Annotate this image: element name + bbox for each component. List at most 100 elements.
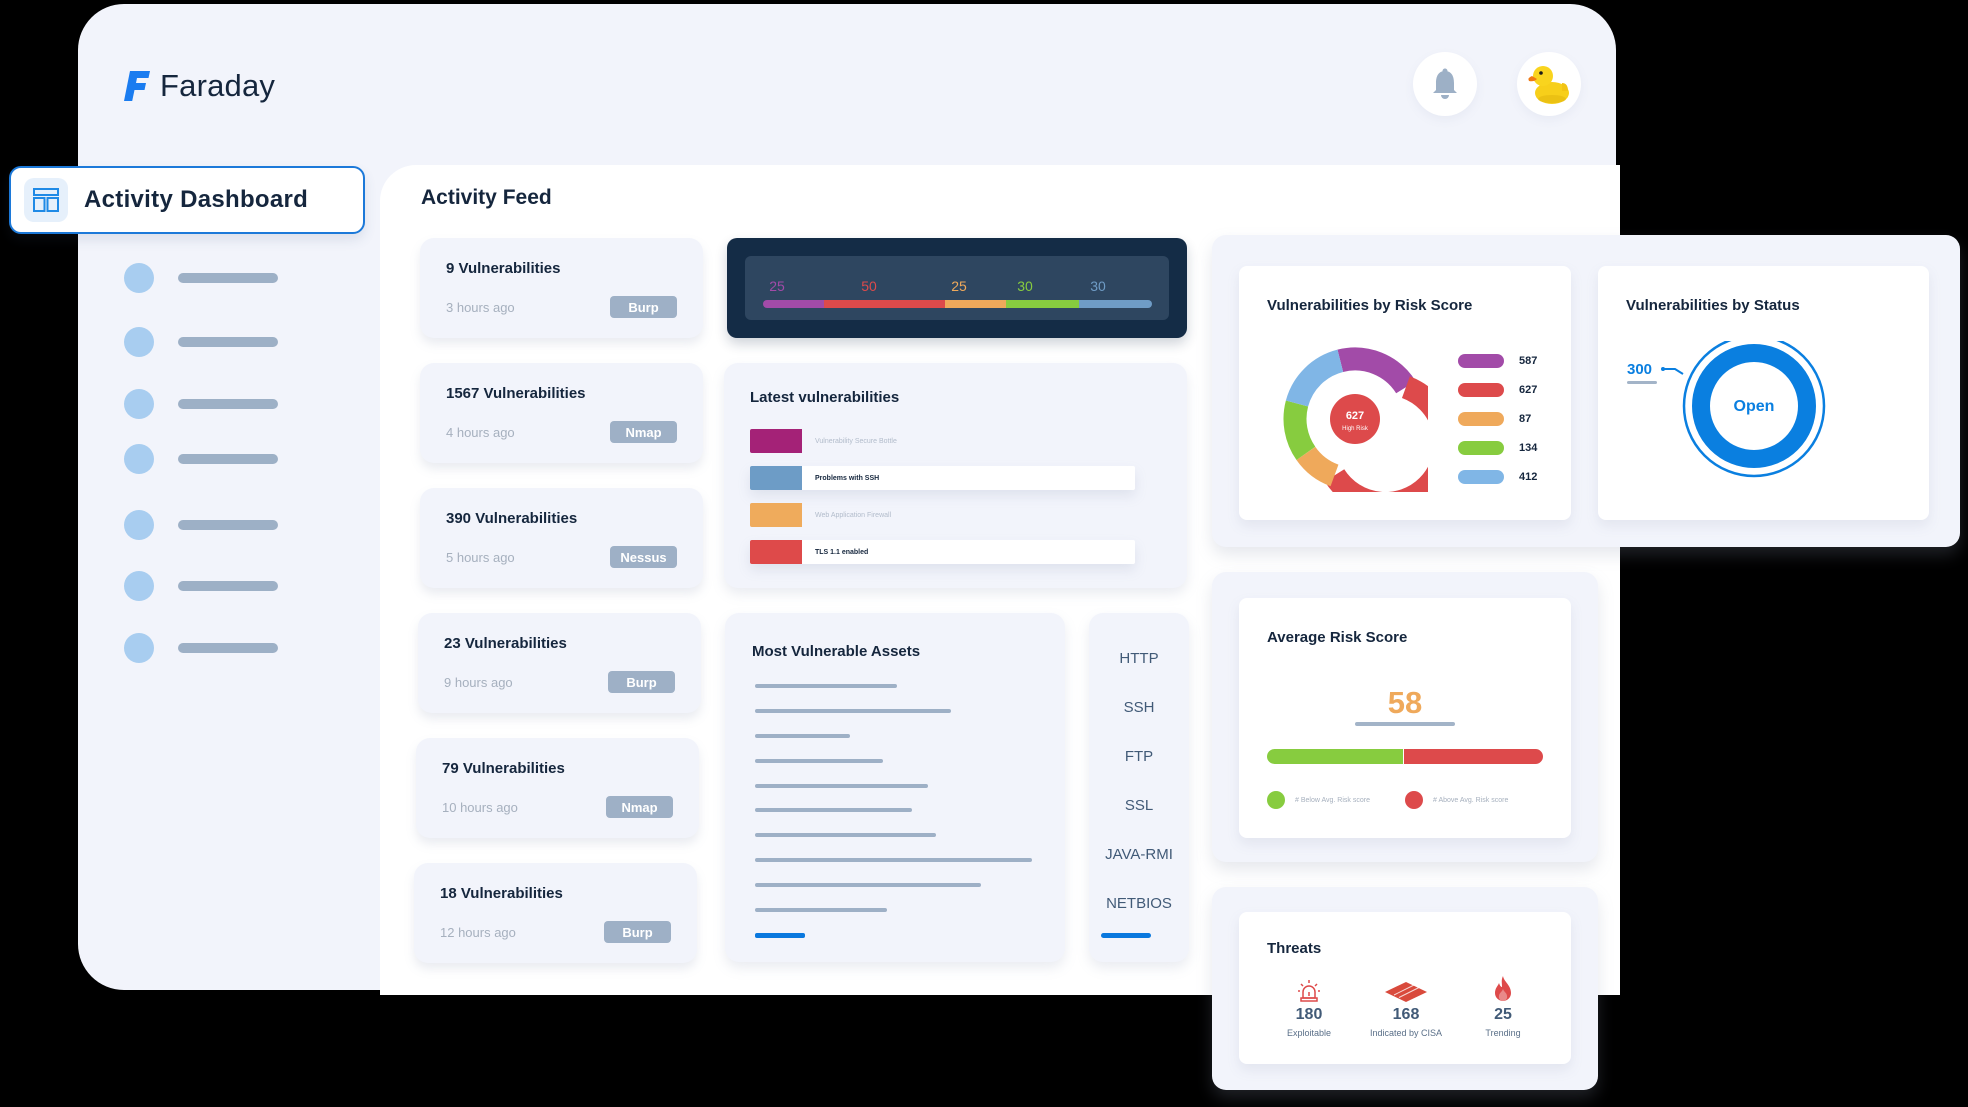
feed-card-time: 5 hours ago: [446, 550, 515, 565]
sidebar-item-icon: [124, 633, 154, 663]
feed-card-time: 9 hours ago: [444, 675, 513, 690]
donut-center-label: High Risk: [1342, 426, 1369, 432]
legend-label: # Below Avg. Risk score: [1295, 796, 1370, 804]
sidebar-item-label-placeholder: [178, 643, 278, 653]
faraday-logo[interactable]: Faraday: [124, 68, 275, 104]
asset-bar[interactable]: [755, 734, 850, 738]
user-avatar-button[interactable]: [1517, 52, 1581, 116]
status-donut-chart[interactable]: 300 Open: [1624, 341, 1874, 491]
feed-card[interactable]: 23 Vulnerabilities 9 hours ago Burp: [418, 613, 701, 713]
asset-bar[interactable]: [755, 883, 981, 887]
feed-card[interactable]: 390 Vulnerabilities 5 hours ago Nessus: [420, 488, 703, 588]
notifications-button[interactable]: [1413, 52, 1477, 116]
asset-bar[interactable]: [755, 833, 936, 837]
feed-card-time: 10 hours ago: [442, 800, 518, 815]
asset-bar[interactable]: [755, 784, 928, 788]
feed-card-title: 18 Vulnerabilities: [440, 885, 563, 902]
legend-below: # Below Avg. Risk score: [1267, 791, 1370, 809]
legend-swatch: [1458, 412, 1504, 426]
severity-swatch: [750, 540, 802, 564]
feed-card[interactable]: 1567 Vulnerabilities 4 hours ago Nmap: [420, 363, 703, 463]
segment-orange: [945, 300, 1006, 308]
card-title: Vulnerabilities by Risk Score: [1267, 297, 1473, 314]
legend-swatch: [1458, 354, 1504, 368]
asset-bar[interactable]: [755, 709, 951, 713]
vulnerability-row[interactable]: Web Application Firewall: [750, 503, 1135, 527]
legend-item: 627: [1458, 383, 1537, 397]
vulnerability-row[interactable]: Vulnerability Secure Bottle: [750, 429, 1135, 453]
scroll-indicator: [1101, 933, 1151, 938]
feed-card-time: 12 hours ago: [440, 925, 516, 940]
segment-label: 50: [861, 278, 877, 294]
threat-exploitable[interactable]: 180 Exploitable: [1254, 976, 1364, 1038]
threat-trending[interactable]: 25 Trending: [1448, 976, 1558, 1038]
tool-badge: Burp: [610, 296, 677, 318]
segment-label: 30: [1090, 278, 1106, 294]
protocol-item[interactable]: JAVA-RMI: [1105, 846, 1173, 863]
sidebar-item-label-placeholder: [178, 520, 278, 530]
tool-badge: Nmap: [606, 796, 673, 818]
severity-distribution-panel: 25 50 25 30 30: [727, 238, 1187, 338]
segment-purple: [763, 300, 824, 308]
feed-card-title: 390 Vulnerabilities: [446, 510, 578, 527]
threat-cisa[interactable]: 168 Indicated by CISA: [1351, 976, 1461, 1038]
sidebar-item[interactable]: [124, 571, 278, 601]
legend-value: 412: [1519, 471, 1538, 483]
sidebar-item-activity-dashboard[interactable]: Activity Dashboard: [9, 166, 365, 234]
asset-bar[interactable]: [755, 759, 883, 763]
asset-bar[interactable]: [755, 908, 887, 912]
feed-card[interactable]: 79 Vulnerabilities 10 hours ago Nmap: [416, 738, 699, 838]
sidebar-item[interactable]: [124, 327, 278, 357]
tool-badge: Burp: [608, 671, 675, 693]
feed-card-title: 23 Vulnerabilities: [444, 635, 567, 652]
risk-status-widgets: Vulnerabilities by Risk Score 627 High R…: [1212, 235, 1960, 547]
sidebar-item[interactable]: [124, 389, 278, 419]
threat-value: 25: [1494, 1006, 1512, 1023]
legend-item: 587: [1458, 354, 1537, 368]
legend-item: 87: [1458, 412, 1531, 426]
faraday-f-icon: [124, 71, 150, 101]
severity-swatch: [750, 466, 802, 490]
average-risk-card: Average Risk Score 58 # Below Avg. Risk …: [1239, 598, 1571, 838]
card-title: Average Risk Score: [1267, 629, 1408, 646]
protocol-item[interactable]: HTTP: [1119, 650, 1159, 667]
feed-card[interactable]: 18 Vulnerabilities 12 hours ago Burp: [414, 863, 697, 963]
latest-vulnerabilities-panel: Latest vulnerabilities Vulnerability Sec…: [724, 363, 1187, 588]
protocol-item[interactable]: FTP: [1124, 748, 1154, 765]
feed-card[interactable]: 9 Vulnerabilities 3 hours ago Burp: [420, 238, 703, 338]
most-vulnerable-assets-panel: Most Vulnerable Assets: [725, 613, 1065, 962]
legend-value: 87: [1519, 413, 1532, 425]
threat-label: Indicated by CISA: [1369, 1028, 1443, 1038]
value-underline: [1355, 722, 1455, 726]
sidebar-item[interactable]: [124, 633, 278, 663]
vulnerability-name: Problems with SSH: [815, 474, 880, 482]
bell-icon: [1433, 68, 1457, 99]
sidebar-item-icon: [124, 389, 154, 419]
sidebar-item-label-placeholder: [178, 399, 278, 409]
status-card: Vulnerabilities by Status 300 Open: [1598, 266, 1929, 520]
risk-score-donut-chart[interactable]: 627 High Risk: [1282, 346, 1428, 492]
protocol-item[interactable]: NETBIOS: [1106, 895, 1172, 912]
protocol-item[interactable]: SSL: [1124, 797, 1154, 814]
sidebar-item[interactable]: [124, 263, 278, 293]
panel-title: Most Vulnerable Assets: [752, 643, 921, 660]
threats-widget: Threats 180 Exploitable: [1212, 887, 1598, 1090]
protocol-item[interactable]: SSH: [1123, 699, 1155, 716]
sidebar-item[interactable]: [124, 444, 278, 474]
sidebar-item-icon: [124, 263, 154, 293]
sidebar-item-icon: [124, 444, 154, 474]
donut-center-value: 627: [1346, 410, 1364, 422]
asset-bar[interactable]: [755, 808, 912, 812]
severity-bar-container: 25 50 25 30 30: [745, 256, 1169, 320]
average-risk-widget: Average Risk Score 58 # Below Avg. Risk …: [1212, 572, 1598, 862]
vulnerability-row[interactable]: Problems with SSH: [750, 466, 1135, 490]
flame-icon: [1448, 976, 1558, 1002]
severity-swatch: [750, 503, 802, 527]
vulnerability-row[interactable]: TLS 1.1 enabled: [750, 540, 1135, 564]
asset-bar[interactable]: [755, 858, 1032, 862]
threat-value: 180: [1295, 1006, 1323, 1023]
panel-title: Latest vulnerabilities: [750, 389, 900, 406]
asset-bar[interactable]: [755, 684, 897, 688]
sidebar-item[interactable]: [124, 510, 278, 540]
average-risk-value: 58: [1387, 685, 1423, 720]
